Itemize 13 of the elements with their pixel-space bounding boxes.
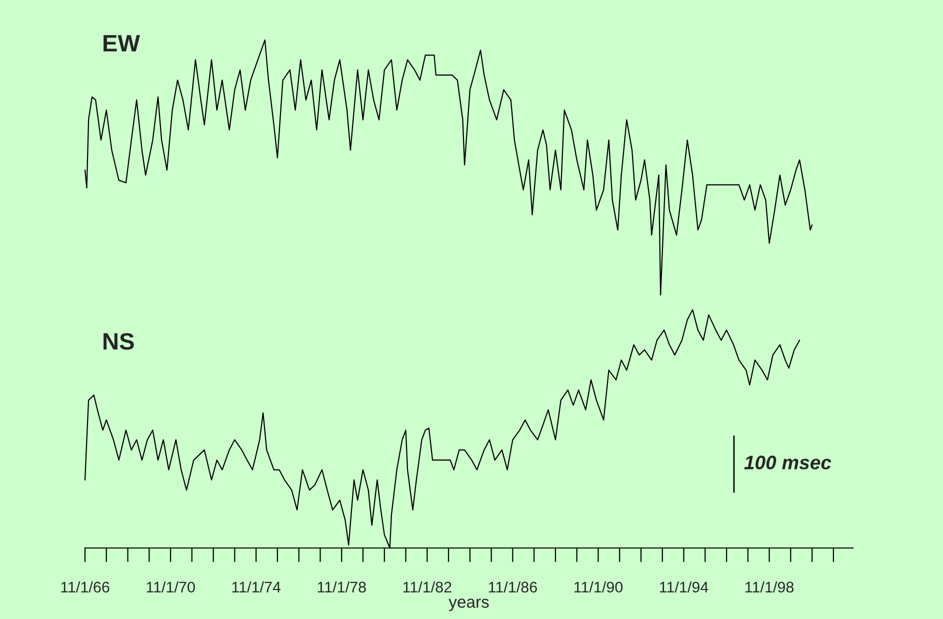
x-tick-label: 11/1/94: [660, 581, 708, 593]
x-tick-label: 11/1/70: [146, 581, 195, 593]
series-label: NS: [104, 333, 134, 350]
x-tick-label: 11/1/78: [318, 581, 366, 593]
x-tick-label: 11/1/82: [403, 581, 452, 593]
x-tick-label: 11/1/86: [488, 581, 537, 593]
annotation: 100 msec: [744, 456, 832, 470]
x-tick-label: 11/1/98: [746, 581, 794, 593]
x-tick-label: 11/1/66: [61, 581, 110, 593]
x-tick-label: 11/1/74: [232, 581, 281, 593]
x-axis-title: years: [448, 598, 489, 612]
x-tick-label: 11/1/90: [574, 581, 623, 593]
series-label: EW: [104, 35, 140, 52]
